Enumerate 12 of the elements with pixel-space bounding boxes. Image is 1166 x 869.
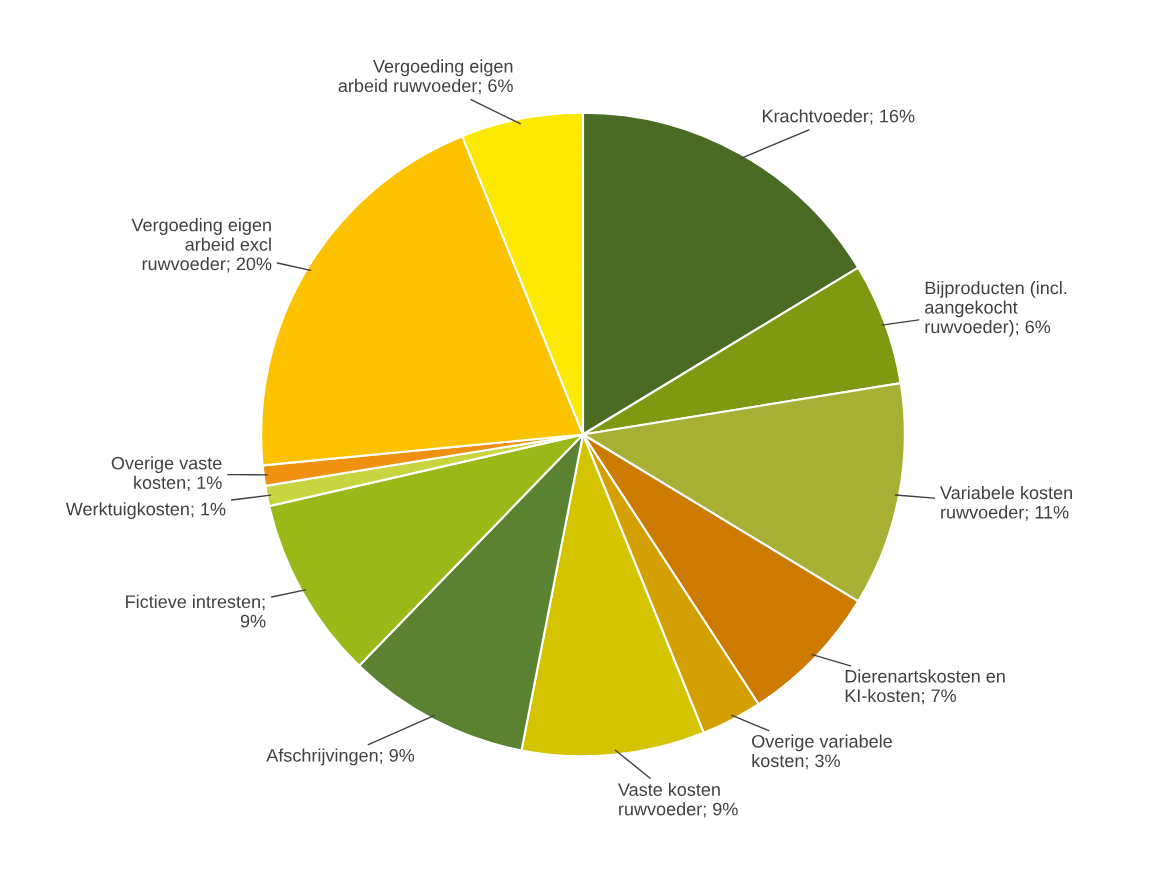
slice-label: Bijproducten (incl. aangekocht ruwvoeder); 6% (925, 281, 1067, 337)
slice-label: Vaste kosten ruwvoeder; 9% (618, 782, 738, 818)
slice-label: Vergoeding eigen arbeid ruwvoeder; 6% (338, 59, 513, 95)
slice-label: Overige vaste kosten; 1% (111, 456, 222, 492)
slice-label: Krachtvoeder; 16% (762, 109, 915, 125)
slice-label: Afschrijvingen; 9% (266, 748, 415, 766)
slice-label: Dierenartskosten en KI-kosten; 7% (845, 669, 1005, 705)
slice-label: Fictieve intresten; 9% (126, 594, 266, 628)
slice-label: Variabele kosten ruwvoeder; 11% (940, 485, 1072, 521)
slice-label: Werktuigkosten; 1% (65, 502, 226, 520)
slice-label: Vergoeding eigen arbeid excl ruwvoeder; 20% (131, 218, 272, 273)
slice-label: Overige variabele kosten; 3% (752, 734, 892, 770)
